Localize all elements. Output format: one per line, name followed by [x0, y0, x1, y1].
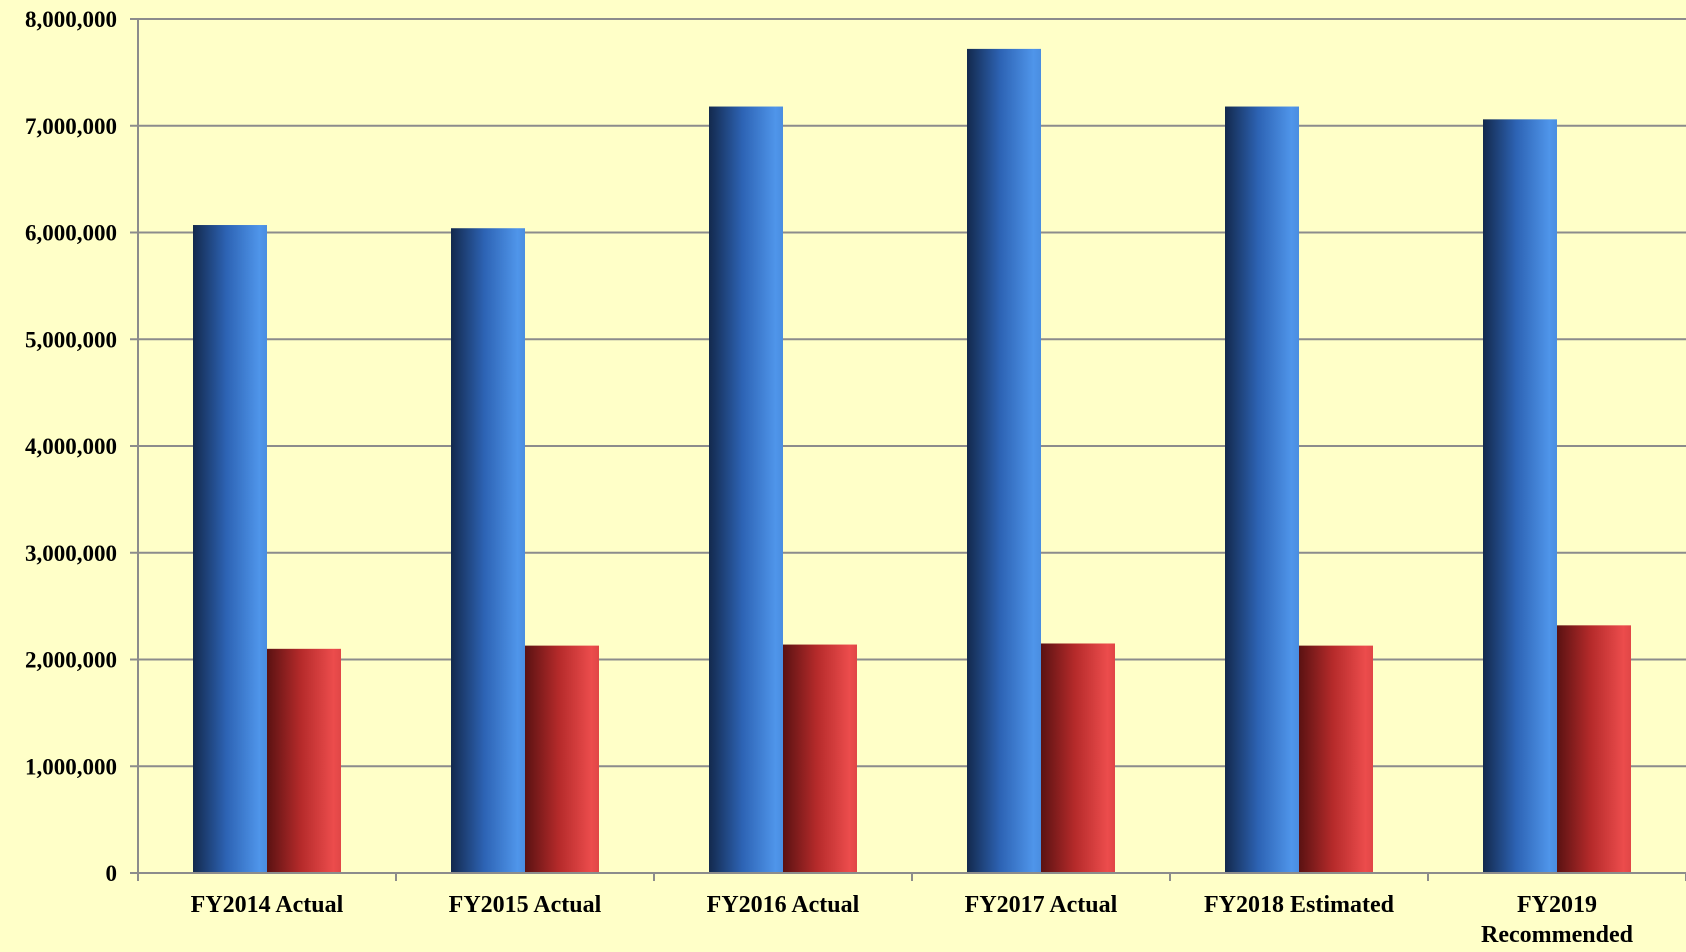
x-tick-labels: FY2014 Actual FY2015 Actual FY2016 Actual F… [191, 892, 1634, 948]
bar-series-1 [451, 228, 525, 874]
y-tick-label: 8,000,000 [25, 7, 117, 32]
y-tick-label: 3,000,000 [25, 541, 117, 566]
bar-series-2 [525, 645, 599, 873]
axes [130, 18, 1686, 881]
x-tick-label: FY2017 Actual [965, 892, 1118, 918]
bar-series-2 [267, 648, 341, 873]
y-tick-label: 1,000,000 [25, 754, 117, 779]
bar-series-2 [1557, 625, 1631, 873]
y-tick-label: 0 [106, 861, 118, 886]
y-tick-label: 2,000,000 [25, 648, 117, 673]
bar-series-1 [967, 48, 1041, 873]
x-tick-label: FY2016 Actual [707, 892, 860, 918]
bar-series-1 [1483, 119, 1557, 874]
y-tick-label: 4,000,000 [25, 434, 117, 459]
x-tick-label: FY2019 Recommended [1481, 892, 1634, 947]
bars [193, 48, 1631, 874]
bar-series-2 [1299, 645, 1373, 873]
bar-series-2 [783, 644, 857, 873]
gridlines [138, 18, 1686, 768]
y-tick-label: 5,000,000 [25, 327, 117, 352]
y-tick-labels: 0 1,000,000 2,000,000 3,000,000 4,000,000 5,0… [25, 7, 117, 886]
x-tick-label: FY2014 Actual [191, 892, 344, 918]
bar-series-1 [1225, 106, 1299, 873]
bar-series-1 [709, 106, 783, 873]
bar-series-2 [1041, 643, 1115, 873]
bar-series-1 [193, 225, 267, 874]
y-tick-label: 6,000,000 [25, 221, 117, 246]
x-tick-label: FY2015 Actual [449, 892, 602, 918]
y-tick-label: 7,000,000 [25, 114, 117, 139]
x-tick-label: FY2018 Estimated [1204, 892, 1395, 918]
